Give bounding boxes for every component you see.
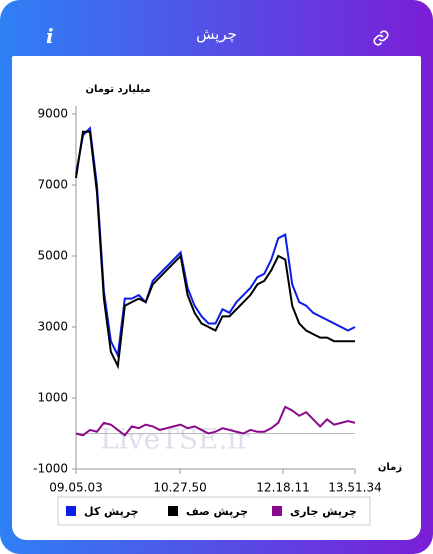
header-title: چرپش bbox=[196, 25, 237, 43]
legend-label: چرپش کل bbox=[84, 505, 139, 518]
legend-swatch bbox=[168, 506, 178, 516]
legend-label: چرپش جاری bbox=[290, 505, 357, 518]
y-tick-label: 3000 bbox=[37, 320, 68, 334]
panel bbox=[12, 56, 421, 540]
x-tick-label: 09.05.03 bbox=[49, 481, 102, 495]
legend-swatch bbox=[66, 506, 76, 516]
y-tick-label: 1000 bbox=[37, 391, 68, 405]
y-tick-label: 5000 bbox=[37, 249, 68, 263]
info-button[interactable]: i bbox=[46, 24, 54, 48]
x-axis-label: زمان bbox=[378, 462, 402, 473]
y-tick-label: 7000 bbox=[37, 178, 68, 192]
watermark: LiveTSE.ir bbox=[100, 423, 250, 456]
x-tick-label: 12.18.11 bbox=[256, 481, 309, 495]
legend-swatch bbox=[272, 506, 282, 516]
y-tick-label: 9000 bbox=[37, 107, 68, 121]
legend-label: چرپش صف bbox=[186, 505, 248, 518]
legend-box bbox=[57, 496, 371, 526]
y-tick-label: -1000 bbox=[33, 462, 68, 476]
series-line bbox=[75, 126, 356, 359]
x-tick-label: 10.27.50 bbox=[153, 481, 206, 495]
y-axis-label: میلیارد تومان bbox=[85, 84, 150, 95]
x-tick-label: 13.51.34 bbox=[328, 481, 381, 495]
series-line bbox=[75, 405, 356, 437]
link-icon[interactable] bbox=[372, 29, 390, 47]
series-line bbox=[75, 130, 355, 370]
